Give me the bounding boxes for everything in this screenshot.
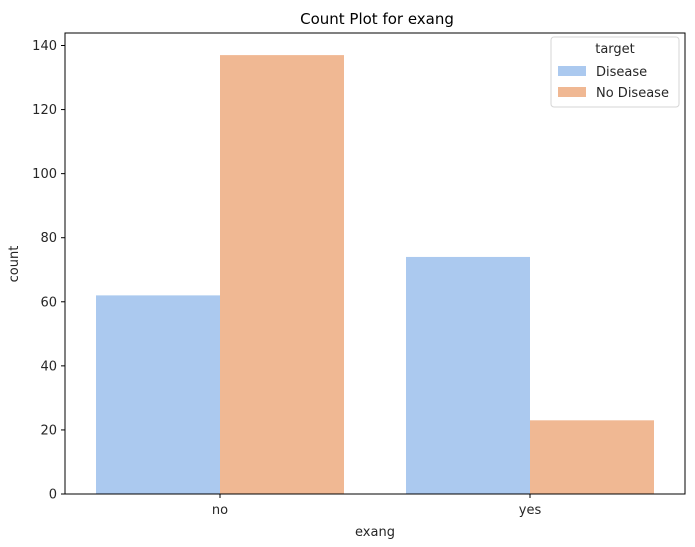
bar-disease-no — [96, 295, 220, 494]
y-axis-ticks: 0 20 40 60 80 100 120 140 — [32, 39, 65, 503]
y-tick-label: 0 — [49, 488, 57, 503]
legend-swatch-no-disease — [558, 87, 586, 97]
legend-label-no-disease: No Disease — [596, 86, 669, 101]
x-tick-label-no: no — [212, 503, 228, 518]
y-tick-label: 80 — [40, 231, 57, 246]
bar-disease-yes — [406, 256, 530, 494]
chart-title: Count Plot for exang — [300, 10, 454, 28]
x-tick-label-yes: yes — [519, 503, 542, 518]
y-tick-label: 140 — [32, 39, 57, 54]
legend-label-disease: Disease — [596, 65, 647, 80]
bars-group — [96, 55, 654, 495]
y-tick-label: 40 — [40, 359, 57, 374]
x-axis-ticks: no yes — [212, 494, 542, 518]
bar-no-disease-no — [220, 55, 344, 495]
y-tick-label: 20 — [40, 423, 57, 438]
y-axis-label: count — [7, 246, 22, 283]
plot-frame — [64, 32, 686, 495]
legend: target Disease No Disease — [550, 36, 680, 108]
y-tick-label: 100 — [32, 167, 57, 182]
x-axis-label: exang — [355, 525, 395, 540]
bar-no-disease-yes — [530, 420, 654, 494]
legend-swatch-disease — [558, 66, 586, 76]
y-tick-label: 60 — [40, 295, 57, 310]
y-tick-label: 120 — [32, 103, 57, 118]
legend-title: target — [595, 42, 635, 57]
